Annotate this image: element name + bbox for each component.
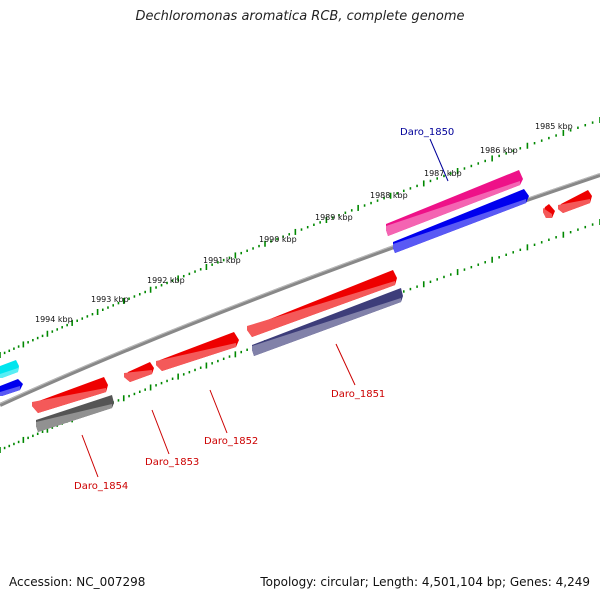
gene-feature-1850-blue	[393, 189, 529, 253]
scale-label-1986: 1986 kbp	[480, 146, 518, 155]
scale-label-1988: 1988 kbp	[370, 191, 408, 200]
gene-feature-1853-red	[124, 362, 154, 382]
genome-backbone	[0, 173, 600, 407]
gene-feature-1851-purple	[252, 288, 403, 356]
gene-arrow-shade	[124, 370, 152, 382]
gene-arrow-shade	[393, 199, 526, 253]
gene-arrow-shade	[0, 386, 20, 396]
gene-arrow-shade	[36, 404, 112, 432]
gene-feature-cyan	[0, 360, 19, 378]
scale-label-1985: 1985 kbp	[535, 122, 573, 131]
gene-label-daro-1850: Daro_1850	[400, 127, 454, 138]
gene-label-daro-1853: Daro_1853	[145, 457, 199, 468]
gene-arrow-shade	[32, 388, 106, 413]
gene-feature-1854-grey	[36, 395, 114, 432]
gene-features	[0, 170, 592, 432]
gene-arrow-shade	[247, 281, 395, 337]
gene-feature-1854-red	[32, 377, 108, 413]
genome-summary: Topology: circular; Length: 4,501,104 bp…	[260, 575, 590, 589]
gene-label-daro-1852: Daro_1852	[204, 436, 258, 447]
map-title: Dechloromonas aromatica RCB, complete ge…	[135, 9, 465, 24]
gene-arrow-shade	[0, 368, 18, 378]
gene-arrow-shade	[543, 208, 552, 218]
gene-arrow-shade	[252, 298, 401, 356]
accession-text: Accession: NC_007298	[9, 575, 146, 589]
gene-arrow-shade	[156, 343, 236, 371]
leader-daro-1852	[209, 389, 228, 434]
scale-label-1989: 1989 kbp	[315, 213, 353, 222]
leader-daro-1851	[335, 343, 356, 386]
gene-feature-right-red	[558, 190, 592, 213]
gene-feature-blue-left	[0, 379, 23, 396]
gene-arrow-shade	[558, 199, 590, 213]
scale-label-1991: 1991 kbp	[203, 256, 241, 265]
gene-label-daro-1851: Daro_1851	[331, 389, 385, 400]
leader-daro-1850	[429, 138, 449, 182]
scale-label-1993: 1993 kbp	[91, 295, 129, 304]
scale-label-1994: 1994 kbp	[35, 315, 73, 324]
gene-feature-1850-pink	[386, 170, 523, 236]
gene-label-daro-1854: Daro_1854	[74, 481, 128, 492]
scale-label-1987: 1987 kbp	[424, 169, 462, 178]
gene-feature-1852-red	[156, 332, 239, 371]
gene-feature-small-red	[543, 204, 555, 218]
scale-label-1992: 1992 kbp	[147, 276, 185, 285]
gene-feature-1851-red	[247, 270, 397, 337]
leader-daro-1853	[151, 409, 170, 455]
leader-daro-1854	[81, 434, 99, 478]
scale-label-1990: 1990 kbp	[259, 235, 297, 244]
gene-arrow-shade	[386, 181, 520, 236]
scale-ticks-upper	[0, 117, 600, 358]
